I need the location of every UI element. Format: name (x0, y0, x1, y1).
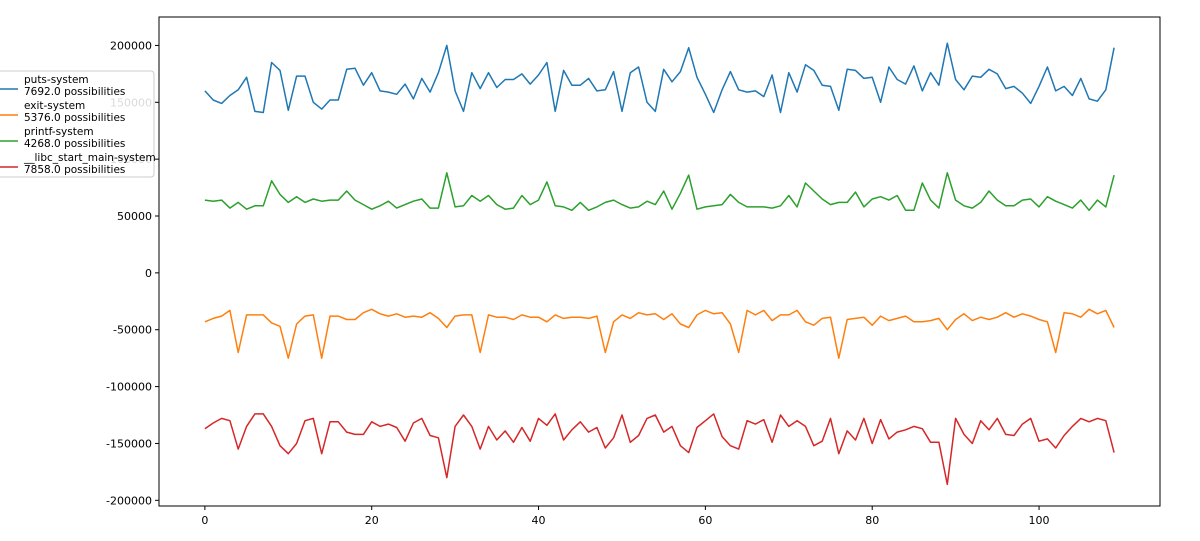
y-tick-label: 200000 (110, 39, 152, 52)
legend-sublabel: 4268.0 possibilities (24, 138, 125, 150)
x-tick-label: 20 (365, 514, 379, 527)
y-tick-label: -100000 (106, 381, 152, 394)
x-tick-label: 60 (698, 514, 712, 527)
x-axis: 0 20 40 60 80 100 (201, 506, 1050, 527)
series-line-printf-system (204, 172, 1115, 212)
y-tick-label: -50000 (113, 324, 152, 337)
series-line-libc-start-main-system (204, 413, 1115, 486)
series-lines (204, 42, 1115, 486)
legend-box (0, 70, 155, 178)
plot-frame (158, 16, 1161, 507)
legend-label: __libc_start_main-system (23, 152, 156, 164)
series-line-exit-system (204, 308, 1115, 359)
y-tick-label: -200000 (106, 494, 152, 507)
x-tick-label: 80 (865, 514, 879, 527)
legend-sublabel: 7858.0 possibilities (24, 164, 125, 176)
y-tick-label: -150000 (106, 437, 152, 450)
x-tick-label: 0 (201, 514, 208, 527)
legend-sublabel: 7692.0 possibilities (24, 86, 125, 98)
x-tick-label: 100 (1029, 514, 1050, 527)
legend-label: puts-system (24, 74, 89, 86)
legend-sublabel: 5376.0 possibilities (24, 112, 125, 124)
legend-label: exit-system (24, 100, 85, 112)
series-line-puts-system (204, 42, 1115, 114)
y-tick-label: 50000 (117, 210, 152, 223)
x-tick-label: 40 (532, 514, 546, 527)
y-tick-label: 0 (145, 267, 152, 280)
legend-label: printf-system (24, 126, 94, 138)
